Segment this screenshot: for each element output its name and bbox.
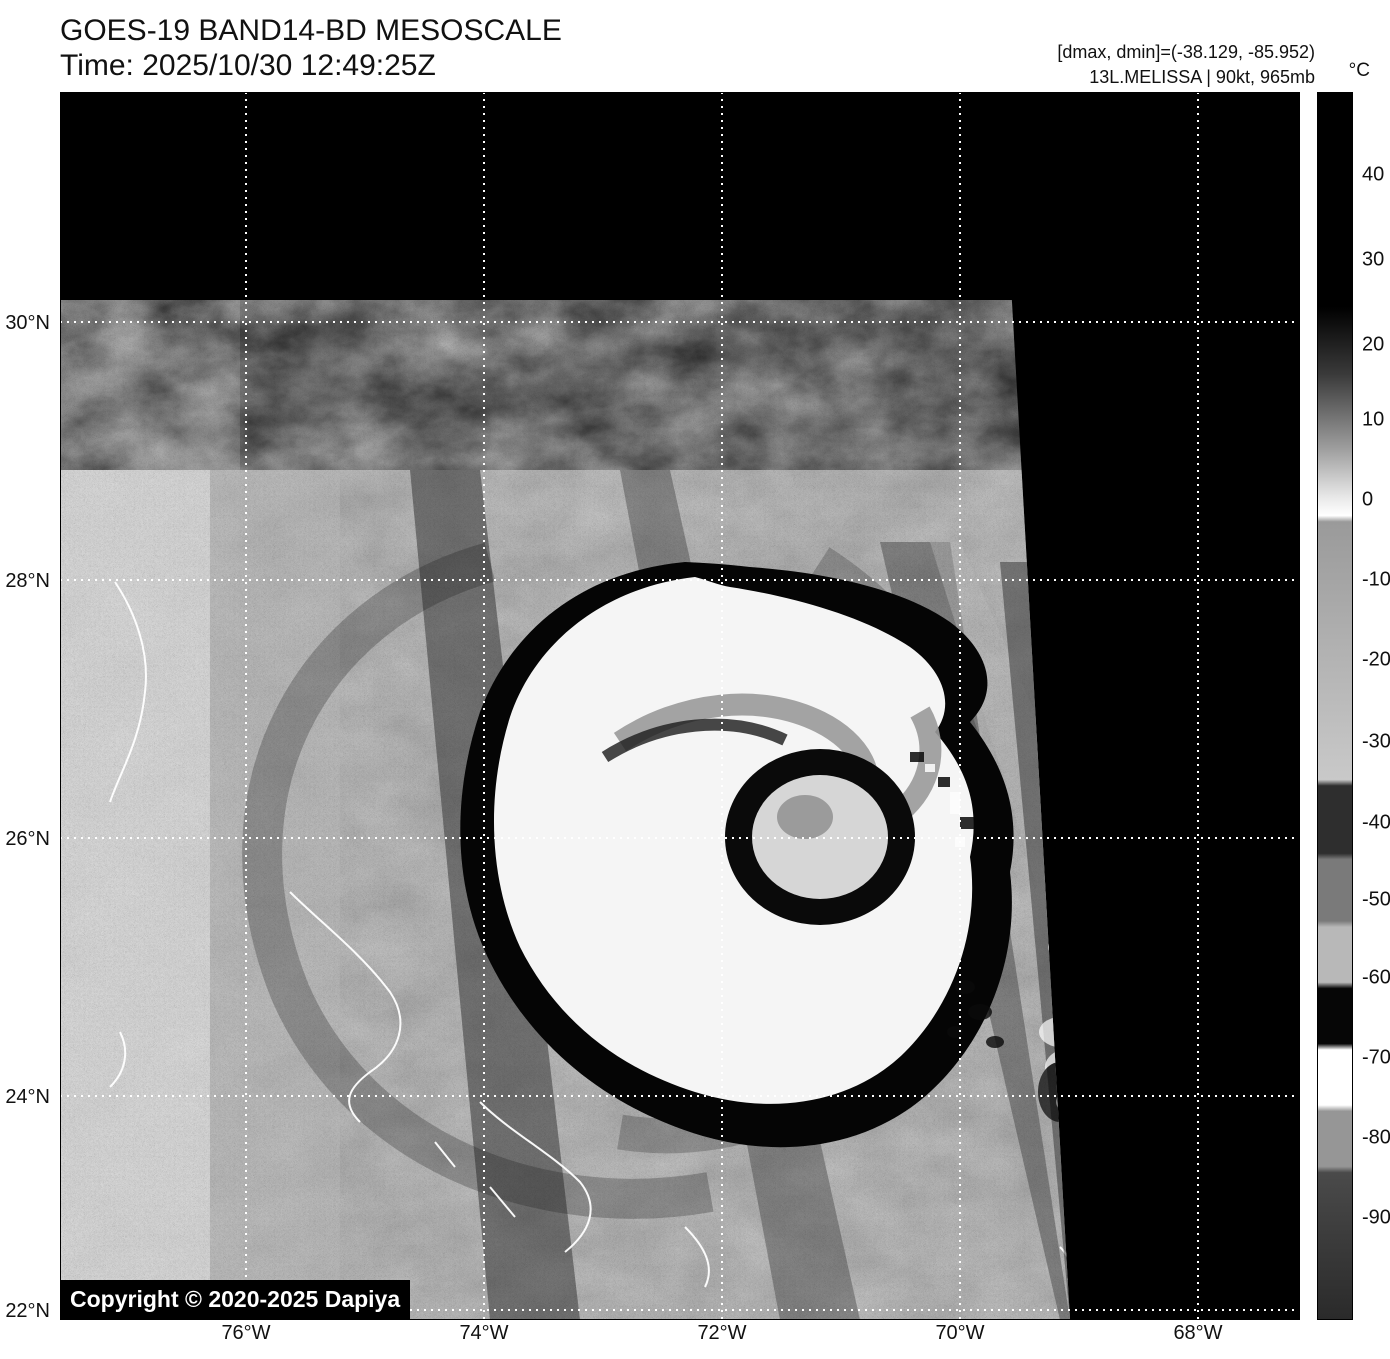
colorbar[interactable] — [1317, 92, 1353, 1320]
copyright-label: Copyright © 2020-2025 Dapiya — [60, 1280, 410, 1319]
image-timestamp: Time: 2025/10/30 12:49:25Z — [60, 49, 562, 84]
cb-tick-neg10: -10 — [1362, 569, 1390, 592]
cb-tick-20: 20 — [1362, 334, 1384, 357]
satellite-image-viewer: GOES-19 BAND14-BD MESOSCALE Time: 2025/1… — [0, 0, 1390, 1359]
ytick-24N: 24°N — [0, 1086, 50, 1109]
ytick-22N: 22°N — [0, 1300, 50, 1323]
cb-tick-40: 40 — [1362, 164, 1384, 187]
xtick-74W: 74°W — [449, 1322, 519, 1345]
dmax-dmin-label: [dmax, dmin]=(-38.129, -85.952) — [1057, 40, 1315, 65]
cb-tick-neg50: -50 — [1362, 889, 1390, 912]
cb-tick-neg20: -20 — [1362, 649, 1390, 672]
xtick-70W: 70°W — [925, 1322, 995, 1345]
ytick-26N: 26°N — [0, 828, 50, 851]
cb-tick-neg30: -30 — [1362, 731, 1390, 754]
xtick-76W: 76°W — [211, 1322, 281, 1345]
cb-tick-neg80: -80 — [1362, 1127, 1390, 1150]
header-info-block: [dmax, dmin]=(-38.129, -85.952) 13L.MELI… — [1057, 40, 1315, 90]
cb-tick-10: 10 — [1362, 409, 1384, 432]
cb-tick-0: 0 — [1362, 489, 1373, 512]
satellite-map-panel[interactable]: Copyright © 2020-2025 Dapiya — [60, 92, 1300, 1320]
cb-tick-neg60: -60 — [1362, 967, 1390, 990]
unit-label: °C — [1349, 60, 1370, 82]
xtick-68W: 68°W — [1163, 1322, 1233, 1345]
cb-tick-neg40: -40 — [1362, 812, 1390, 835]
xtick-72W: 72°W — [687, 1322, 757, 1345]
cb-tick-neg70: -70 — [1362, 1047, 1390, 1070]
cb-tick-neg90: -90 — [1362, 1207, 1390, 1230]
storm-info-label: 13L.MELISSA | 90kt, 965mb — [1057, 65, 1315, 90]
storm-eye — [752, 775, 888, 899]
cb-tick-30: 30 — [1362, 249, 1384, 272]
ytick-30N: 30°N — [0, 312, 50, 335]
image-title: GOES-19 BAND14-BD MESOSCALE — [60, 14, 562, 49]
ytick-28N: 28°N — [0, 570, 50, 593]
header-title-block: GOES-19 BAND14-BD MESOSCALE Time: 2025/1… — [60, 14, 562, 83]
